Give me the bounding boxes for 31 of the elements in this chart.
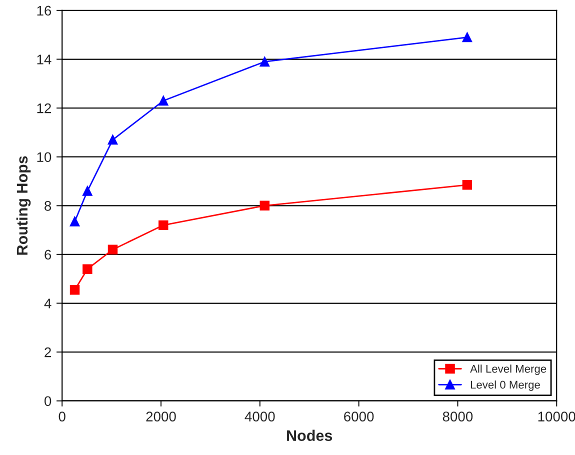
y-tick-label: 0 <box>44 396 52 406</box>
y-tick-label: 10 <box>37 152 52 162</box>
point <box>260 200 270 211</box>
x-tick-label: 10000 <box>538 412 575 422</box>
y-tick-label: 14 <box>37 54 52 64</box>
y-axis-title: Routing Hops <box>16 156 31 255</box>
point <box>158 96 168 106</box>
point <box>82 186 92 196</box>
y-tick-label: 2 <box>44 347 51 358</box>
point <box>108 244 118 254</box>
y-tick-label: 4 <box>44 298 52 308</box>
x-tick-label: 2000 <box>146 412 176 422</box>
x-tick-label: 6000 <box>344 412 374 422</box>
x-tick-label: 4000 <box>244 412 275 422</box>
point <box>260 56 270 67</box>
point <box>70 284 80 295</box>
x-axis-title: Nodes <box>287 430 332 441</box>
y-tick-label: 8 <box>44 200 52 211</box>
point <box>462 180 472 190</box>
x-tick-label: 0 <box>58 412 66 422</box>
y-tick-label: 6 <box>44 250 52 260</box>
point <box>158 220 168 230</box>
point <box>462 32 472 42</box>
x-tick-label: 8000 <box>442 412 473 422</box>
point <box>70 216 80 226</box>
legend-label: Level 0 Merge <box>470 380 540 391</box>
y-tick-label: 16 <box>37 6 52 16</box>
point <box>108 134 118 145</box>
point <box>82 264 92 274</box>
legend-label: All Level Merge <box>470 364 546 375</box>
y-tick-label: 12 <box>37 103 51 114</box>
